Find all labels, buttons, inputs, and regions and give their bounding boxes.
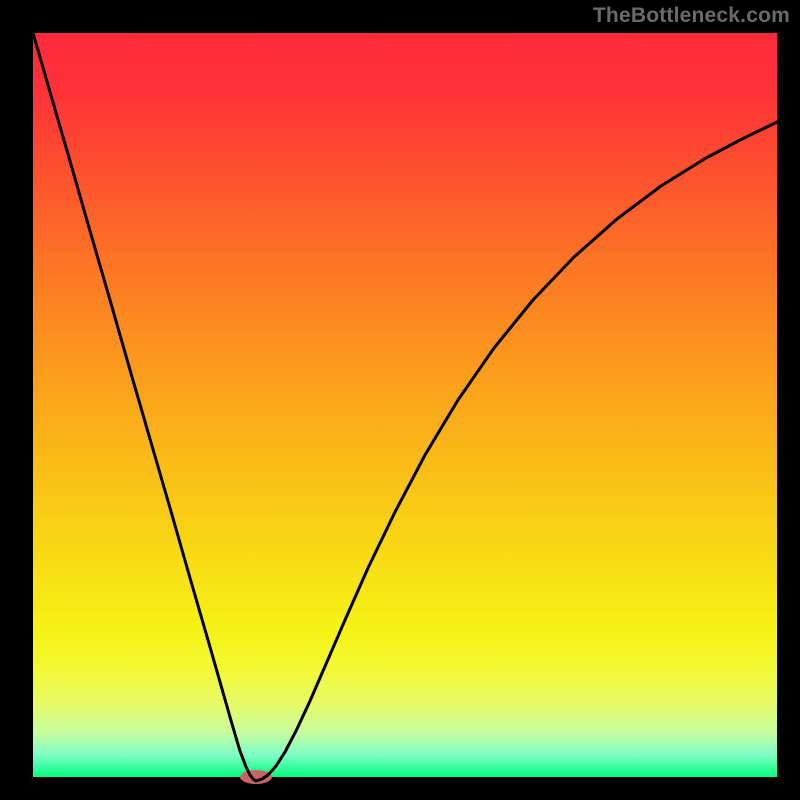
chart-svg	[0, 0, 800, 800]
watermark-label: TheBottleneck.com	[593, 4, 790, 28]
chart-background	[33, 33, 777, 777]
chart-container: TheBottleneck.com	[0, 0, 800, 800]
